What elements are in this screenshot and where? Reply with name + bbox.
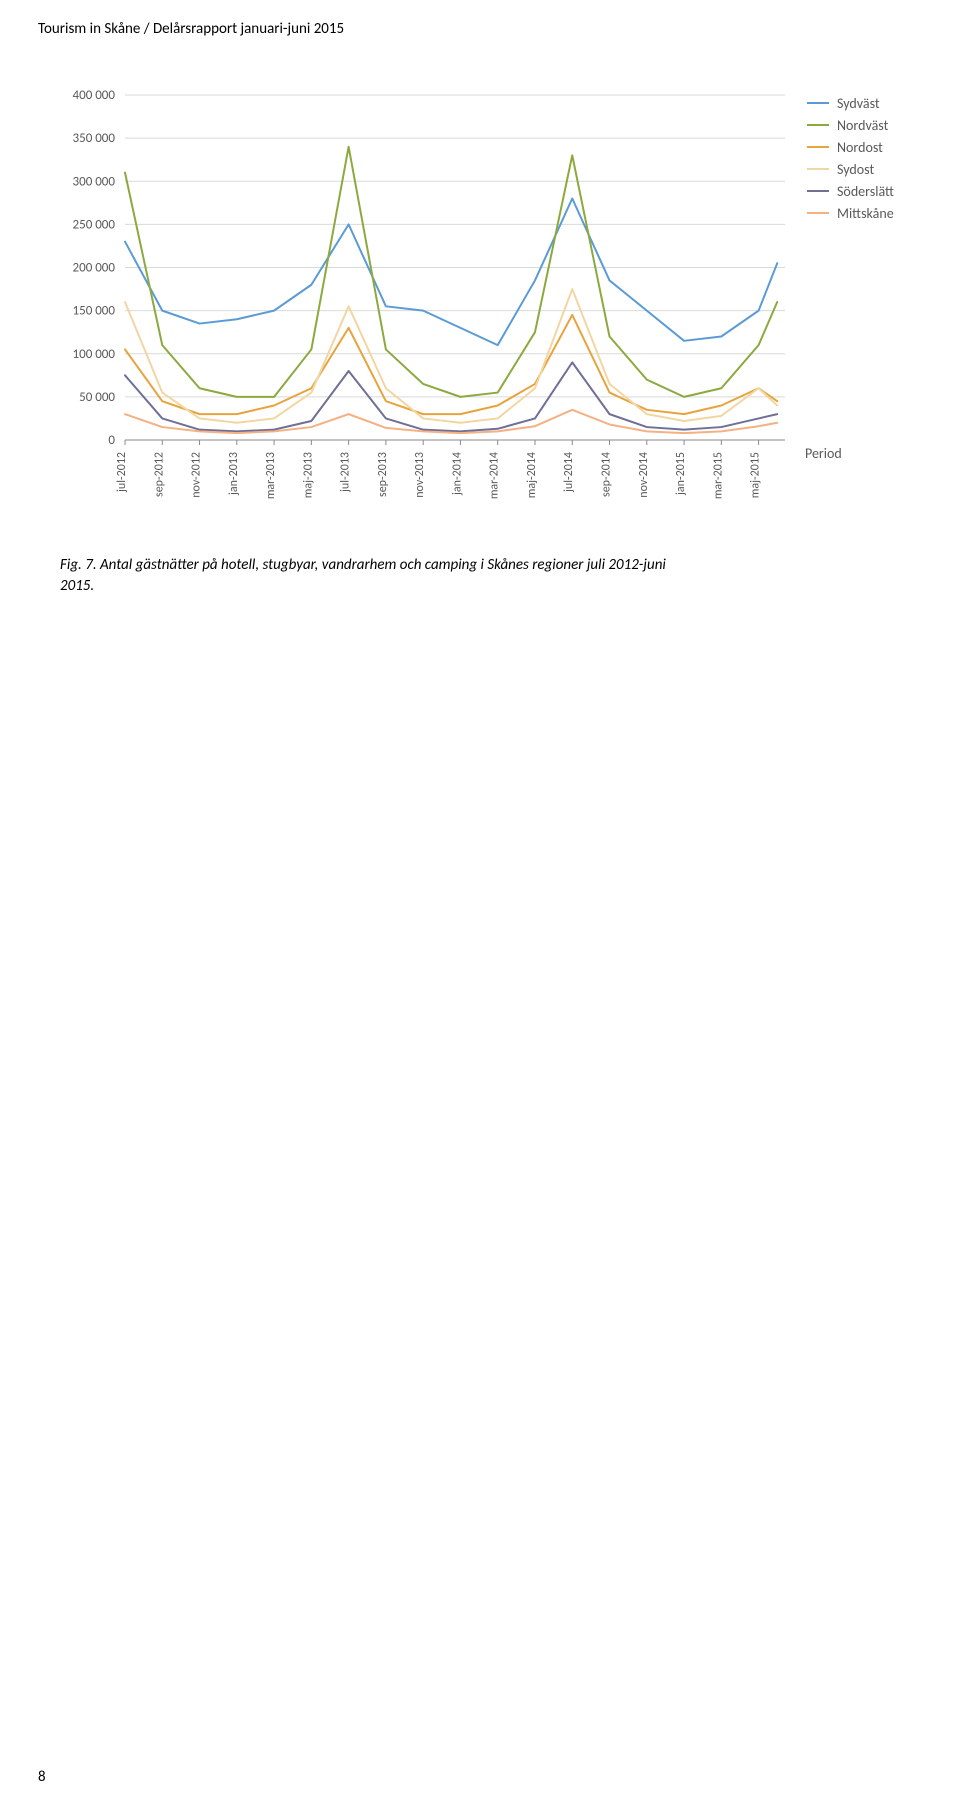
caption-line-1: Fig. 7. Antal gästnätter på hotell, stug… <box>60 556 666 574</box>
svg-text:Nordost: Nordost <box>837 139 883 156</box>
svg-text:jul-2012: jul-2012 <box>115 452 129 493</box>
svg-text:150 000: 150 000 <box>73 304 116 319</box>
svg-text:jan-2014: jan-2014 <box>450 452 464 496</box>
svg-text:mar-2014: mar-2014 <box>488 452 502 499</box>
chart-container: 0 50 000 100 000 150 000 200 000 250 000 300 0… <box>50 85 920 535</box>
svg-text:sep-2012: sep-2012 <box>152 452 166 497</box>
svg-text:maj-2014: maj-2014 <box>525 452 539 498</box>
svg-text:Nordväst: Nordväst <box>837 117 889 134</box>
svg-text:jul-2014: jul-2014 <box>562 452 576 493</box>
caption-line-2: 2015. <box>60 577 94 595</box>
page: Tourism in Skåne / Delårsrapport januari… <box>0 0 960 1816</box>
svg-text:jan-2013: jan-2013 <box>227 452 241 496</box>
svg-text:sep-2014: sep-2014 <box>600 452 614 497</box>
svg-text:maj-2015: maj-2015 <box>749 452 763 498</box>
svg-text:sep-2013: sep-2013 <box>376 452 390 497</box>
svg-text:jan-2015: jan-2015 <box>674 452 688 496</box>
svg-text:350 000: 350 000 <box>73 131 116 146</box>
svg-text:nov-2013: nov-2013 <box>413 452 427 498</box>
page-header: Tourism in Skåne / Delårsrapport januari… <box>38 20 344 38</box>
svg-text:nov-2014: nov-2014 <box>637 452 651 498</box>
line-chart: 0 50 000 100 000 150 000 200 000 250 000 300 0… <box>50 85 920 535</box>
page-number: 8 <box>38 1768 46 1786</box>
svg-text:mar-2013: mar-2013 <box>264 452 278 499</box>
svg-text:Mittskåne: Mittskåne <box>837 205 894 222</box>
svg-text:Sydost: Sydost <box>837 161 874 178</box>
svg-text:Söderslätt: Söderslätt <box>837 183 894 200</box>
svg-text:0: 0 <box>108 433 115 448</box>
svg-text:300 000: 300 000 <box>73 174 116 189</box>
svg-text:50 000: 50 000 <box>79 390 115 405</box>
svg-text:nov-2012: nov-2012 <box>190 452 204 498</box>
svg-text:400 000: 400 000 <box>73 88 116 103</box>
figure-caption: Fig. 7. Antal gästnätter på hotell, stug… <box>60 555 900 597</box>
svg-text:Period: Period <box>805 445 842 462</box>
svg-text:jul-2013: jul-2013 <box>339 452 353 493</box>
svg-text:maj-2013: maj-2013 <box>301 452 315 498</box>
svg-text:Sydväst: Sydväst <box>837 95 880 112</box>
svg-text:250 000: 250 000 <box>73 217 116 232</box>
svg-text:200 000: 200 000 <box>73 261 116 276</box>
svg-text:mar-2015: mar-2015 <box>711 452 725 499</box>
svg-text:100 000: 100 000 <box>73 347 116 362</box>
